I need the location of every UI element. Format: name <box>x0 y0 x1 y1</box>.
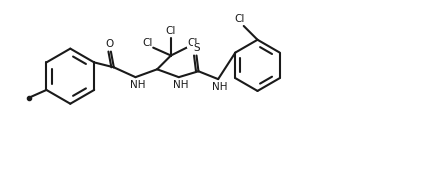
Text: S: S <box>193 43 200 53</box>
Text: NH: NH <box>212 82 228 92</box>
Text: O: O <box>106 39 114 49</box>
Text: Cl: Cl <box>187 38 198 48</box>
Text: Cl: Cl <box>234 14 245 24</box>
Text: NH: NH <box>130 80 145 90</box>
Text: Cl: Cl <box>166 26 176 36</box>
Text: Cl: Cl <box>142 38 153 48</box>
Text: NH: NH <box>173 80 189 90</box>
